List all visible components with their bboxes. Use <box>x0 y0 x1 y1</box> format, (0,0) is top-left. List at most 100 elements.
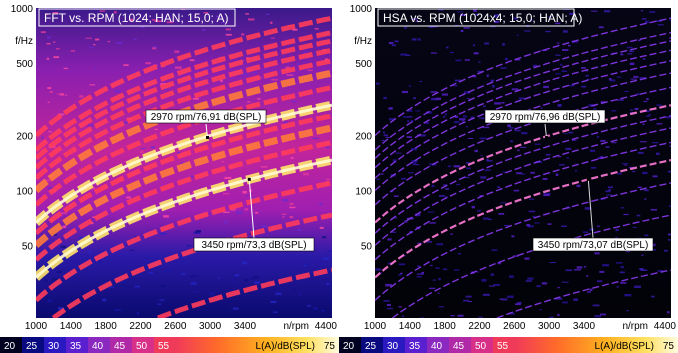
noise-speckle <box>47 187 54 190</box>
noise-speckle <box>646 115 651 117</box>
noise-speckle <box>379 272 383 274</box>
noise-speckle <box>322 236 327 239</box>
noise-speckle <box>657 24 664 26</box>
colorbar-tick: 35 <box>409 341 421 352</box>
noise-speckle <box>517 149 520 152</box>
order-trace <box>36 38 332 161</box>
noise-speckle <box>79 95 84 98</box>
noise-speckle <box>283 121 288 124</box>
noise-speckle <box>599 155 604 158</box>
noise-speckle <box>638 39 641 42</box>
noise-speckle <box>629 62 635 66</box>
noise-speckle <box>413 97 416 100</box>
noise-speckle <box>47 299 52 302</box>
noise-speckle <box>516 172 523 175</box>
fft-chart: 1000 500 200 100 50 f/Hz 1000 1400 1800 2200 2600 3… <box>0 4 339 353</box>
noise-speckle <box>421 271 424 274</box>
x-tick-label: 1000 <box>25 321 48 332</box>
noise-speckle <box>56 48 60 50</box>
noise-speckle <box>600 139 606 142</box>
noise-speckle <box>159 299 165 301</box>
noise-speckle <box>431 184 435 188</box>
noise-speckle <box>488 218 492 221</box>
annotation-label: 2970 rpm/76,96 dB(SPL) <box>490 112 601 123</box>
noise-speckle <box>383 134 388 137</box>
noise-speckle <box>107 40 111 43</box>
annotation-marker <box>247 177 251 181</box>
noise-speckle <box>593 108 597 110</box>
noise-speckle <box>644 234 649 237</box>
noise-speckle <box>642 123 645 125</box>
order-trace-core <box>36 158 332 279</box>
noise-speckle <box>99 10 106 12</box>
order-trace <box>36 85 332 207</box>
noise-speckle <box>483 105 486 108</box>
noise-speckle <box>445 188 449 190</box>
noise-speckle <box>467 138 474 139</box>
noise-speckle <box>313 307 318 310</box>
noise-speckle <box>632 226 637 228</box>
noise-speckle <box>175 66 182 69</box>
noise-speckle <box>444 113 447 116</box>
noise-speckle <box>407 116 413 118</box>
colorbar-gradient <box>176 337 339 353</box>
noise-speckle <box>640 268 644 271</box>
noise-speckle <box>85 37 92 39</box>
plot-background <box>375 8 671 318</box>
noise-speckle <box>193 231 201 234</box>
noise-speckle <box>617 172 622 175</box>
noise-speckle <box>584 207 592 210</box>
noise-speckle <box>58 307 64 310</box>
x-axis-label: n/rpm <box>622 321 648 332</box>
noise-speckle <box>491 85 495 88</box>
noise-speckle <box>507 295 514 298</box>
noise-speckle <box>470 116 475 119</box>
noise-speckle <box>641 254 644 256</box>
noise-speckle <box>160 284 166 288</box>
noise-speckle <box>174 50 180 53</box>
noise-speckle <box>656 152 660 155</box>
noise-speckle <box>60 245 66 249</box>
noise-speckle <box>619 271 625 274</box>
noise-speckle <box>231 279 236 281</box>
noise-speckle <box>102 298 107 302</box>
noise-speckle <box>410 120 414 122</box>
noise-speckle <box>668 205 671 207</box>
colorbar-label: L(A)/dB(SPL) <box>256 341 315 352</box>
noise-speckle <box>651 295 655 298</box>
noise-speckle <box>543 194 550 197</box>
noise-speckle <box>52 12 59 14</box>
noise-speckle <box>634 107 639 110</box>
noise-speckle <box>63 67 68 70</box>
noise-speckle <box>639 77 647 79</box>
noise-speckle <box>435 267 440 269</box>
noise-speckle <box>549 262 557 264</box>
noise-speckle <box>436 243 444 246</box>
x-tick-label: 3400 <box>573 321 596 332</box>
order-trace <box>375 72 671 192</box>
noise-speckle <box>480 154 483 157</box>
noise-speckle <box>307 69 313 71</box>
noise-speckle <box>416 273 424 275</box>
noise-speckle <box>261 225 267 228</box>
hsa-chart: 1000 500 200 100 50 f/Hz 1000 1400 1800 2200 2600 3… <box>339 0 678 353</box>
noise-speckle <box>296 63 300 65</box>
noise-speckle <box>511 88 519 91</box>
y-tick-label: 200 <box>355 132 372 143</box>
noise-speckle <box>438 306 445 308</box>
noise-speckle <box>460 14 466 16</box>
order-trace <box>375 159 671 279</box>
noise-speckle <box>599 270 605 273</box>
noise-speckle <box>57 93 60 95</box>
noise-speckle <box>227 309 234 312</box>
noise-speckle <box>475 13 479 16</box>
noise-speckle <box>405 54 411 57</box>
noise-speckle <box>547 223 552 225</box>
noise-speckle <box>555 173 559 176</box>
order-trace-core <box>36 103 332 224</box>
noise-speckle <box>501 102 505 104</box>
noise-speckle <box>591 10 598 12</box>
noise-speckle <box>633 75 639 78</box>
noise-speckle <box>479 195 482 197</box>
y-tick-label: 1000 <box>350 4 373 15</box>
